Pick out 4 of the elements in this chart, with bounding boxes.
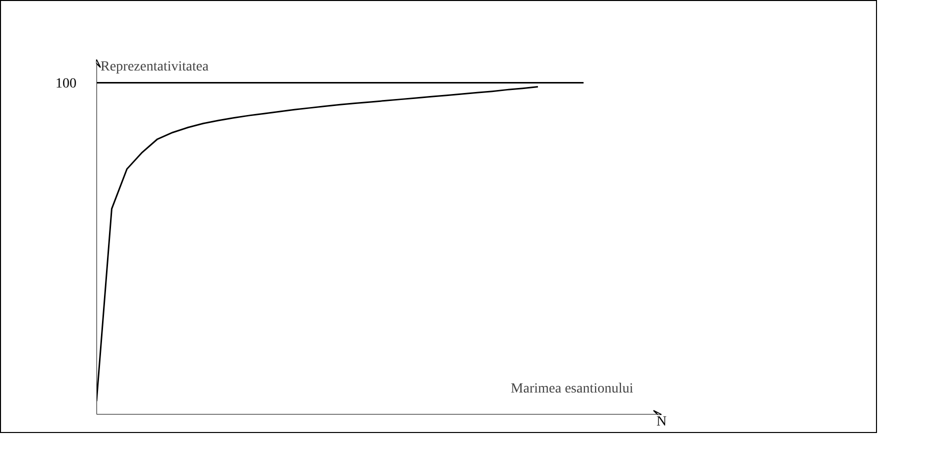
x-axis-title: Marimea esantionului [510, 382, 634, 396]
text: 100 [56, 76, 76, 92]
y-axis-title: Reprezentativitatea [100, 60, 210, 74]
text: N [656, 414, 667, 430]
